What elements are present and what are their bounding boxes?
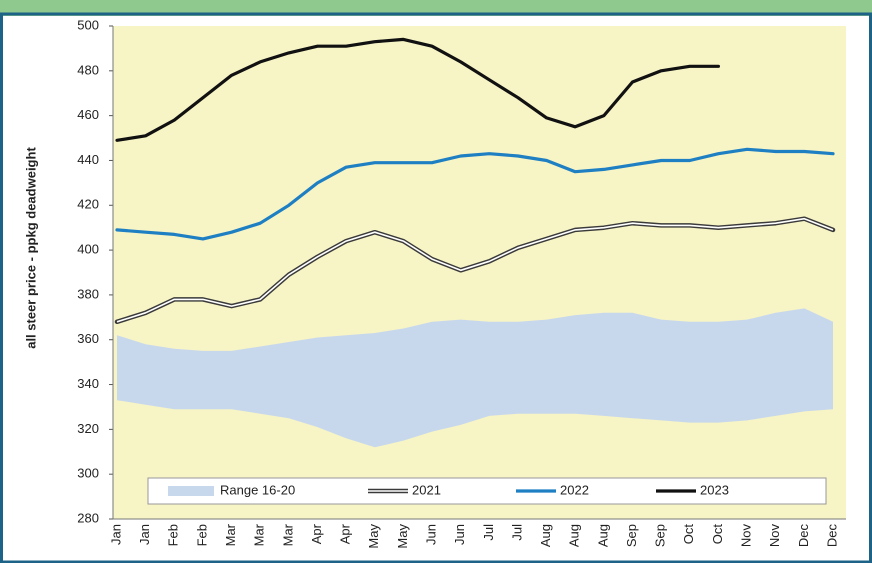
x-tick-label: Aug: [595, 524, 610, 547]
range-band: [117, 308, 833, 448]
x-tick-label: Aug: [567, 524, 582, 547]
plot-background: [113, 26, 846, 519]
x-tick-label: Apr: [309, 523, 324, 544]
legend-swatch: [168, 486, 214, 496]
x-tick-label: Jan: [137, 524, 152, 545]
x-tick-label: May: [395, 524, 410, 549]
x-tick-label: Mar: [280, 523, 295, 546]
x-tick-label: Nov: [767, 524, 782, 548]
frame: [0, 12, 872, 563]
y-tick-label: 420: [77, 197, 99, 212]
series-line: [115, 37, 720, 142]
x-tick-label: Nov: [739, 524, 754, 548]
y-tick-label: 480: [77, 62, 99, 77]
header-bar: [0, 0, 872, 16]
x-tick-label: Jul: [509, 524, 524, 541]
x-tick-label: Dec: [796, 524, 811, 548]
x-tick-label: Dec: [824, 524, 839, 548]
y-tick-label: 320: [77, 421, 99, 436]
x-tick-label: Jun: [452, 524, 467, 545]
y-tick-label: 280: [77, 510, 99, 525]
y-tick-label: 460: [77, 107, 99, 122]
x-tick-label: Sep: [624, 524, 639, 547]
x-tick-label: May: [366, 524, 381, 549]
legend-label: 2022: [560, 482, 589, 497]
x-tick-label: Mar: [223, 523, 238, 546]
legend-label: 2023: [700, 482, 729, 497]
legend-label: 2021: [412, 482, 441, 497]
x-tick-label: Feb: [194, 524, 209, 546]
plot: 280 300 320 340 360 380 400 420 440 460 480 500 Jan J…: [77, 17, 846, 549]
y-axis-title: all steer price - ppkg deadweight: [23, 147, 38, 349]
y-tick-label: 500: [77, 17, 99, 32]
legend-label: Range 16-20: [220, 482, 295, 497]
x-tick-label: Oct: [681, 524, 696, 545]
line-highlight: [116, 217, 834, 323]
x-tick-label: Mar: [252, 523, 267, 546]
x-tick-label: Jan: [108, 524, 123, 545]
x-tick-label: Jul: [481, 524, 496, 541]
x-tick-label: Aug: [538, 524, 553, 547]
x-tick-label: Jun: [423, 524, 438, 545]
x-tick-label: Apr: [338, 523, 353, 544]
y-tick-label: 300: [77, 466, 99, 481]
series-line: [115, 147, 835, 241]
y-tick-label: 440: [77, 152, 99, 167]
y-tick-label: 400: [77, 242, 99, 257]
x-tick-label: Sep: [653, 524, 668, 547]
y-tick-label: 360: [77, 331, 99, 346]
x-tick-label: Oct: [710, 524, 725, 545]
x-tick-label: Feb: [166, 524, 181, 546]
y-tick-label: 380: [77, 286, 99, 301]
y-tick-label: 340: [77, 376, 99, 391]
legend-box: [147, 477, 827, 505]
